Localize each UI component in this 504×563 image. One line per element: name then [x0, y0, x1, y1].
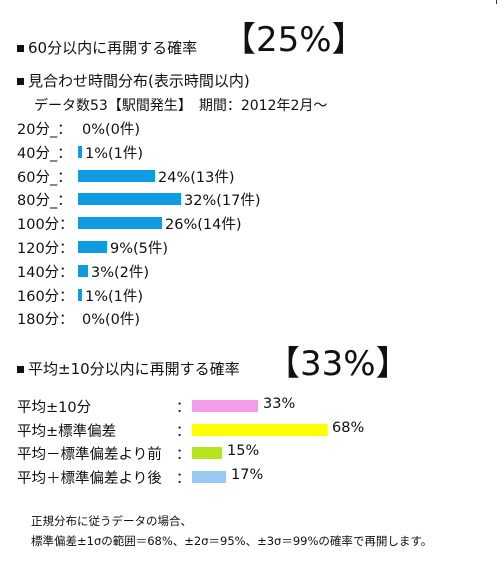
distribution-value: 26%(14件) — [165, 217, 242, 233]
bullet-icon — [17, 78, 24, 85]
comparison-row-label: 平均±標準偏差 — [17, 424, 117, 440]
distribution-bar — [78, 217, 162, 229]
distribution-value: 3%(2件) — [91, 265, 150, 281]
distribution-value: 1%(1件) — [85, 289, 144, 305]
distribution-bar — [78, 241, 107, 253]
comparison-value: 33% — [263, 396, 296, 412]
comparison-bar — [192, 424, 327, 436]
section2-title: 見合わせ時間分布(表示時間以内) — [17, 70, 250, 91]
section1-title-text: 60分以内に再開する確率 — [28, 39, 198, 57]
distribution-row-label: 100分： — [17, 217, 74, 233]
bullet-icon — [17, 366, 24, 373]
comparison-value: 68% — [332, 420, 365, 436]
distribution-value: 0%(0件) — [82, 312, 141, 328]
comparison-row-label: 平均＋標準偏差より後 — [17, 471, 162, 487]
note-line-2: 標準偏差±1σの範囲＝68%、±2σ＝95%、±3σ＝99%の確率で再開します。 — [31, 534, 433, 548]
distribution-row-label: 60分_： — [17, 170, 72, 186]
distribution-value: 32%(17件) — [184, 193, 261, 209]
comparison-bar — [192, 471, 226, 483]
distribution-bar — [78, 146, 82, 158]
section1-title: 60分以内に再開する確率 — [17, 37, 197, 58]
comparison-value: 15% — [227, 443, 260, 459]
distribution-value: 9%(5件) — [110, 241, 169, 257]
comparison-row-colon: ： — [176, 424, 191, 440]
section3-title: 平均±10分以内に再開する確率 — [17, 358, 240, 379]
section3-highlight: 【33%】 — [266, 344, 410, 384]
distribution-row-label: 160分： — [17, 289, 74, 305]
distribution-value: 1%(1件) — [85, 146, 144, 162]
distribution-value: 0%(0件) — [82, 122, 141, 138]
distribution-bar — [78, 193, 181, 205]
comparison-bar — [192, 400, 258, 412]
distribution-bar — [78, 265, 88, 277]
comparison-row-colon: ： — [176, 400, 191, 416]
distribution-row-label: 120分： — [17, 241, 74, 257]
distribution-bar — [78, 289, 82, 301]
comparison-row-label: 平均±10分 — [17, 400, 92, 416]
corner-mark — [496, 0, 497, 4]
comparison-row-colon: ： — [176, 447, 191, 463]
distribution-row-label: 20分_： — [17, 122, 72, 138]
distribution-row-label: 80分_： — [17, 193, 72, 209]
distribution-bar — [78, 170, 155, 182]
note-line-1: 正規分布に従うデータの場合、 — [31, 514, 192, 528]
comparison-bar — [192, 447, 222, 459]
section1-highlight: 【25%】 — [222, 20, 366, 60]
bullet-icon — [17, 45, 24, 52]
comparison-row-label: 平均－標準偏差より前 — [17, 447, 162, 463]
section3-title-text: 平均±10分以内に再開する確率 — [28, 360, 240, 378]
distribution-row-label: 140分： — [17, 265, 74, 281]
comparison-row-colon: ： — [176, 471, 191, 487]
section2-title-text: 見合わせ時間分布(表示時間以内) — [28, 72, 250, 90]
distribution-row-label: 40分_： — [17, 146, 72, 162]
distribution-row-label: 180分： — [17, 312, 74, 328]
distribution-value: 24%(13件) — [158, 170, 235, 186]
comparison-value: 17% — [231, 467, 264, 483]
section2-meta: データ数53【駅間発生】 期間：2012年2月～ — [34, 98, 328, 114]
